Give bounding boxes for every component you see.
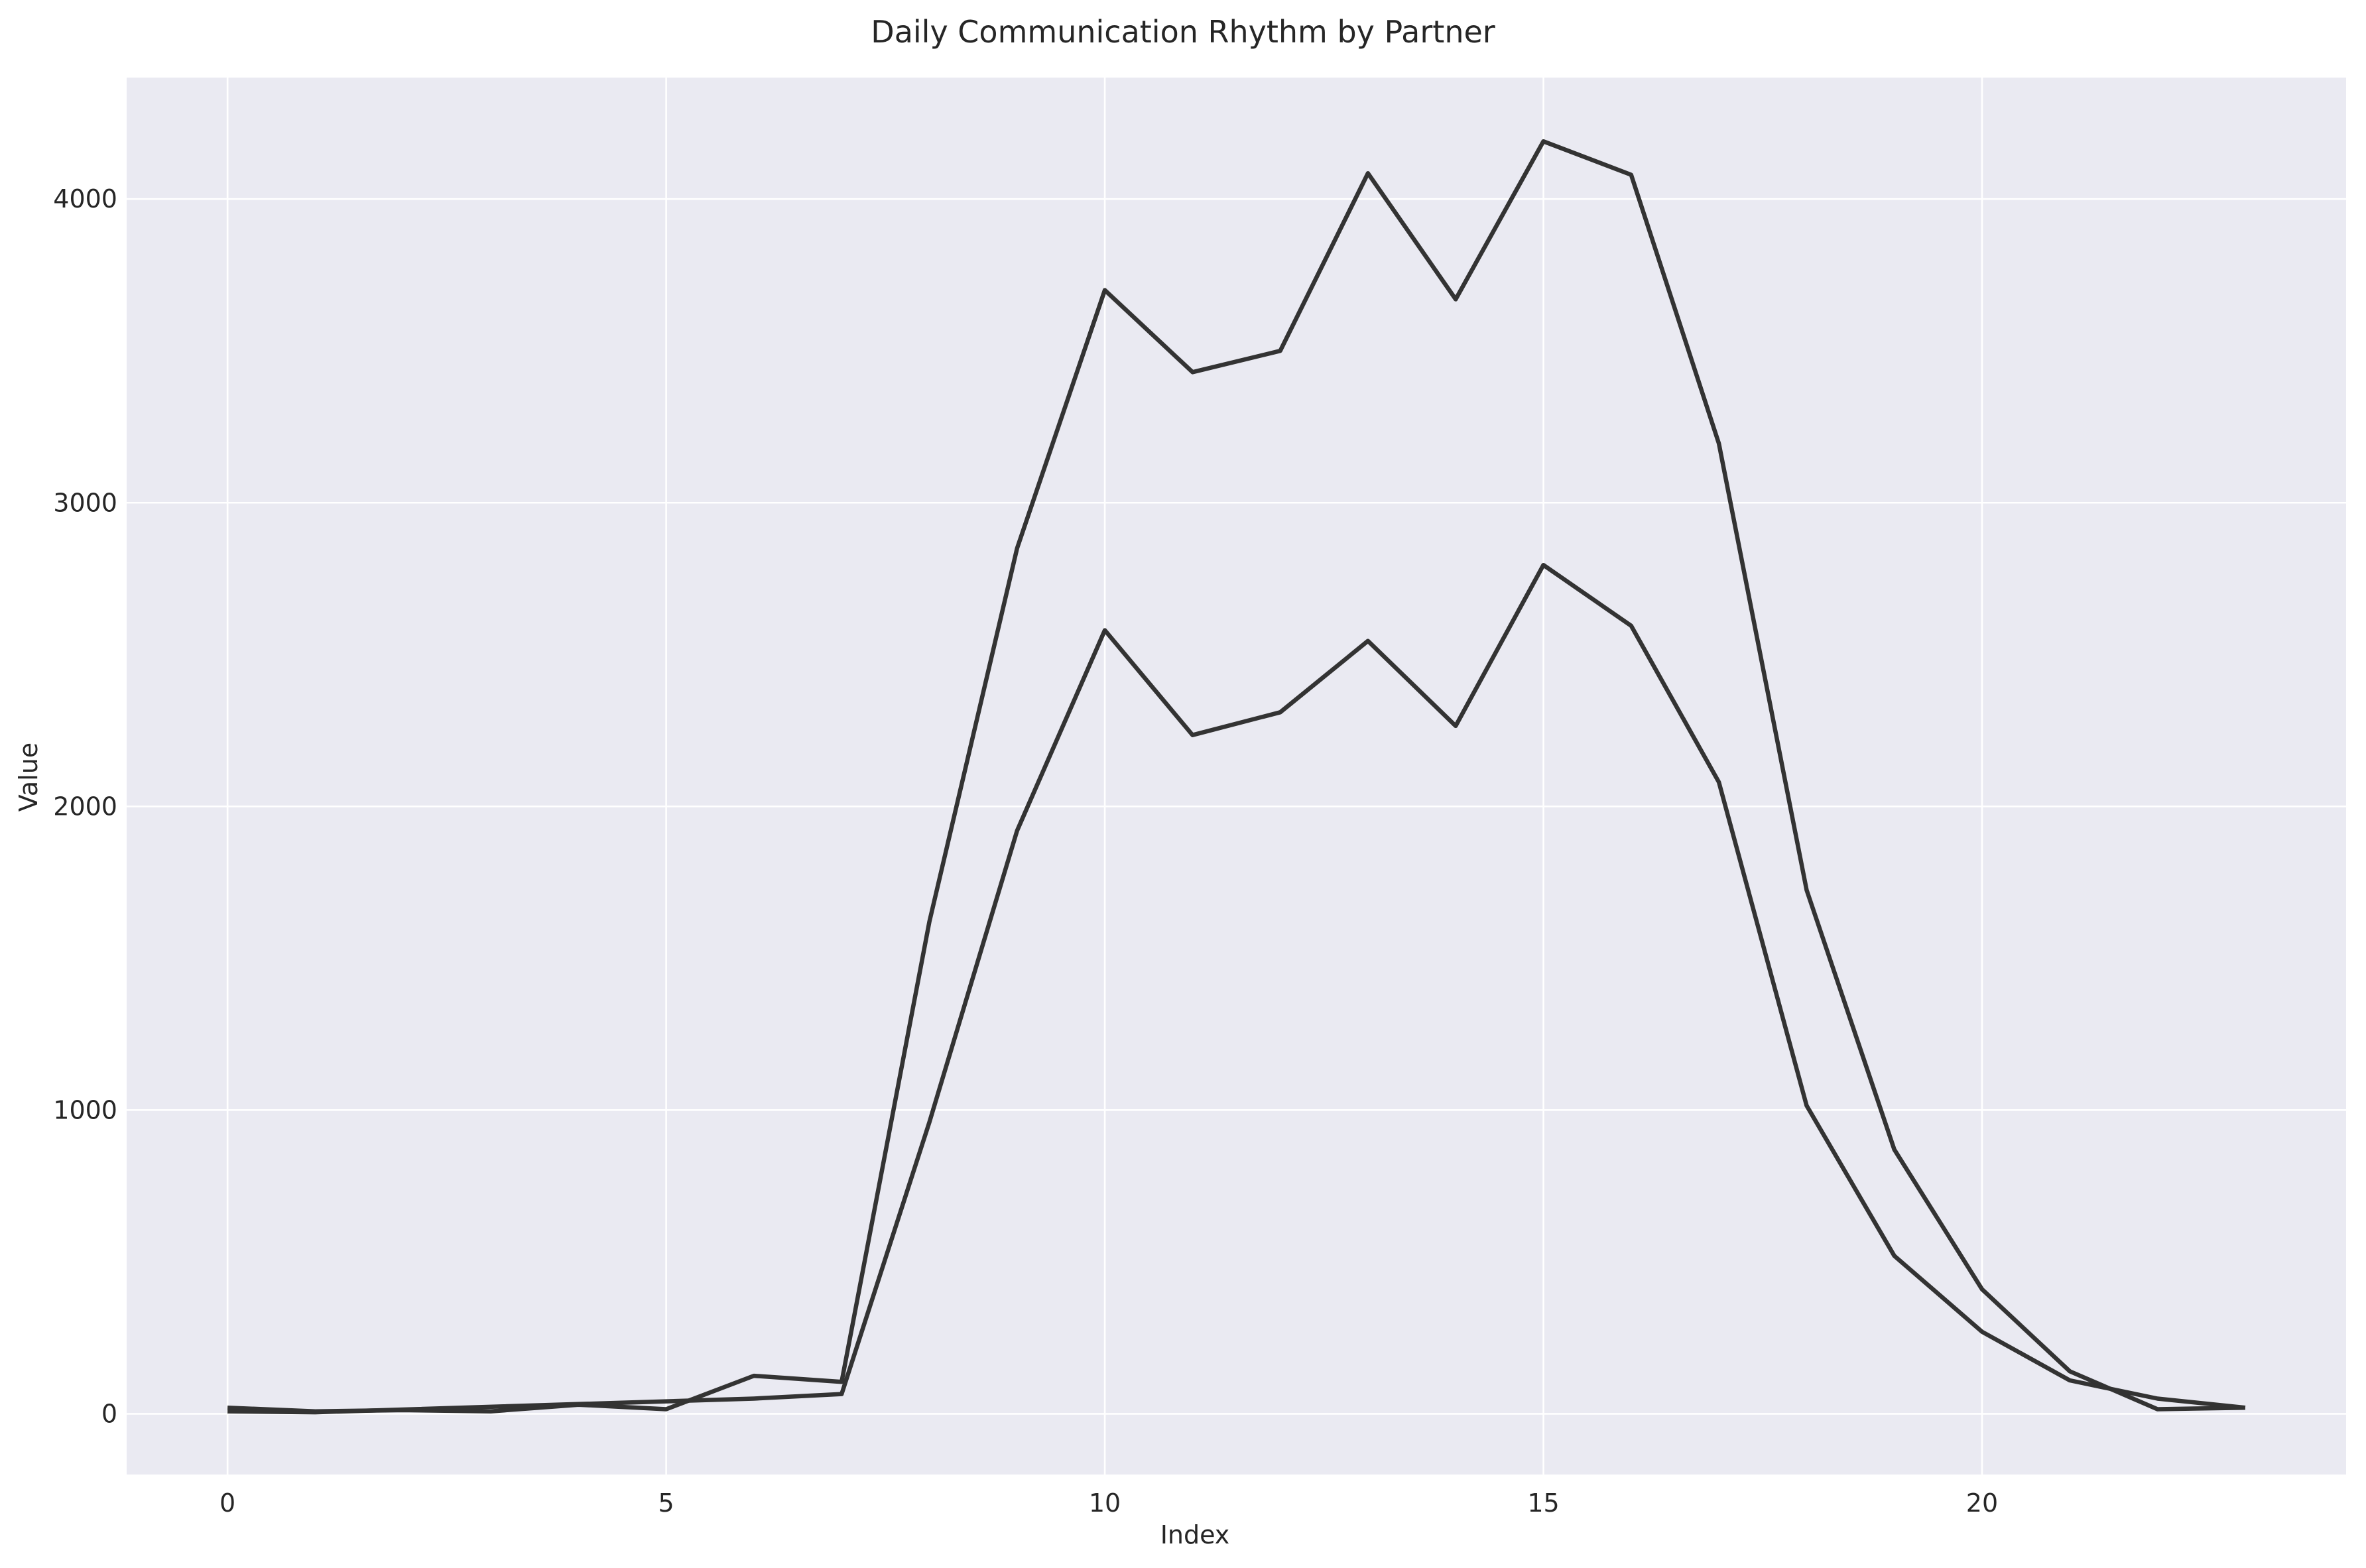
x-tick-label: 0 [219, 1488, 235, 1518]
y-axis-label: Value [14, 743, 43, 812]
series-line-2 [227, 562, 2246, 1415]
y-tick-label: 3000 [53, 488, 117, 517]
x-axis-label: Index [1160, 1520, 1230, 1549]
y-tick-label: 1000 [53, 1095, 117, 1124]
grid-lines [127, 78, 2346, 1475]
plot-area [127, 78, 2346, 1475]
chart-title: Daily Communication Rhythm by Partner [871, 14, 1495, 50]
y-axis-ticks: 0 1000 2000 3000 4000 [53, 184, 117, 1428]
x-axis-ticks: 0 5 10 15 20 [219, 1488, 1998, 1518]
x-tick-label: 15 [1527, 1488, 1559, 1518]
y-tick-label: 2000 [53, 792, 117, 821]
x-tick-label: 10 [1089, 1488, 1121, 1518]
x-tick-label: 5 [658, 1488, 674, 1518]
series-lines [227, 139, 2246, 1415]
y-tick-label: 0 [101, 1399, 117, 1428]
y-tick-label: 4000 [53, 184, 117, 213]
x-tick-label: 20 [1966, 1488, 1998, 1518]
